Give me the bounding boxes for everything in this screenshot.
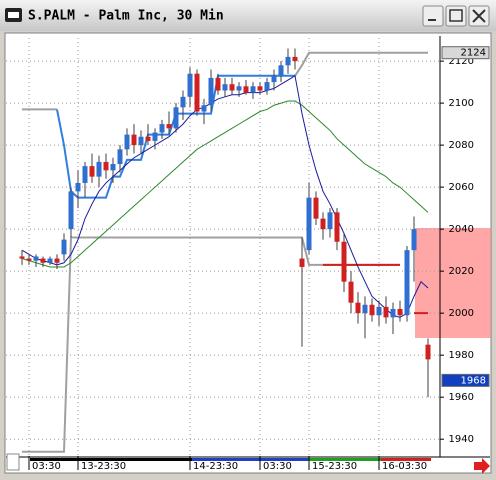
y-tick-label: 1940 (449, 434, 474, 445)
candle-body (397, 308, 403, 316)
x-tick-label: 15-23:30 (312, 461, 357, 472)
candle-body (19, 256, 25, 259)
candle-body (54, 258, 60, 263)
candle-body (334, 212, 340, 242)
candle-body (271, 75, 277, 83)
candle-body (166, 124, 172, 129)
candle-body (208, 77, 214, 106)
close-button[interactable] (468, 5, 490, 27)
candle-body (110, 164, 116, 171)
candle-body (257, 86, 263, 91)
candle-body (327, 212, 333, 230)
candle-body (138, 136, 144, 146)
candle-body (215, 77, 221, 91)
candle-body (103, 161, 109, 171)
candle-body (82, 166, 88, 183)
app-icon (5, 8, 22, 22)
y-tick-label: 2100 (449, 98, 474, 109)
candle-body (68, 191, 74, 230)
candle-body (285, 56, 291, 66)
y-tick-label: 2080 (449, 140, 474, 151)
candle-body (376, 306, 382, 316)
y-tick-label: 2040 (449, 224, 474, 235)
candle-body (411, 229, 417, 251)
candle-body (425, 344, 431, 360)
candle-body (264, 82, 270, 91)
candle-body (187, 73, 193, 97)
candle-body (96, 161, 102, 177)
candle-body (383, 306, 389, 318)
window-title: S.PALM - Palm Inc, 30 Min (28, 9, 224, 24)
candle-body (390, 308, 396, 318)
price-tag-label: 1968 (461, 375, 486, 386)
y-tick-label: 1980 (449, 350, 474, 361)
candle-body (222, 84, 228, 91)
candle-body (47, 258, 53, 263)
x-tick-label: 03:30 (32, 461, 61, 472)
highlight-zone (415, 228, 491, 338)
candle-body (404, 250, 410, 316)
indicator-line (21, 100, 429, 268)
y-tick-label: 2060 (449, 182, 474, 193)
x-tick-label: 13-23:30 (81, 461, 126, 472)
minimize-button[interactable] (422, 5, 444, 27)
candle-body (320, 218, 326, 230)
candle-body (369, 304, 375, 316)
x-tick-label: 16-03:30 (382, 461, 427, 472)
candle-body (75, 182, 81, 192)
candle-body (243, 86, 249, 93)
price-tag (441, 373, 490, 387)
candle-body (117, 149, 123, 165)
candle-body (355, 302, 361, 314)
candle-body (33, 256, 39, 261)
candle-body (180, 96, 186, 108)
candle-body (152, 132, 158, 141)
y-tick-label: 2020 (449, 266, 474, 277)
candle-body (250, 86, 256, 93)
x-tick-label: 03:30 (263, 461, 292, 472)
candle-body (194, 73, 200, 112)
candle-body (236, 86, 242, 91)
candle-body (341, 241, 347, 282)
price-tag-label: 2124 (461, 48, 486, 59)
candle-body (40, 258, 46, 263)
candle-body (229, 84, 235, 91)
indicator-line (294, 51, 428, 77)
candle-body (299, 258, 305, 267)
price-tag (441, 46, 490, 60)
candle-body (201, 105, 207, 112)
candle-body (362, 304, 368, 314)
candle-body (306, 197, 312, 251)
maximize-button[interactable] (445, 5, 467, 27)
candle-body (61, 239, 67, 255)
x-tick-label: 14-23:30 (193, 461, 238, 472)
candle-body (292, 56, 298, 62)
scroll-box[interactable] (6, 453, 20, 471)
candle-body (313, 197, 319, 219)
y-tick-label: 2120 (449, 56, 474, 67)
candle-body (124, 134, 130, 150)
candle-body (145, 136, 151, 141)
candle-body (159, 124, 165, 133)
indicator-line (323, 263, 428, 315)
session-bar (30, 458, 431, 461)
candle-body (173, 107, 179, 129)
title-bar (0, 0, 496, 31)
candle-body (348, 281, 354, 303)
indicator-line (21, 75, 429, 318)
candle-body (278, 65, 284, 76)
candle-body (26, 258, 32, 261)
candle-body (131, 134, 137, 146)
y-tick-label: 2000 (449, 308, 474, 319)
y-tick-label: 1960 (449, 392, 474, 403)
scroll-right-arrow[interactable] (474, 458, 490, 474)
candle-body (89, 166, 95, 177)
chart-area (4, 32, 492, 474)
